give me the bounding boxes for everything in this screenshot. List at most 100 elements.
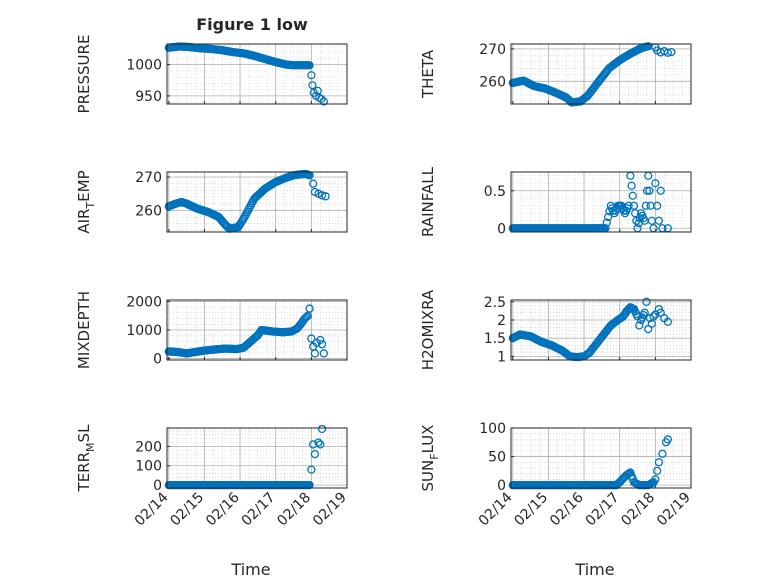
- data-point: [319, 349, 328, 358]
- y-tick-label: 0: [153, 478, 162, 494]
- data-point: [647, 319, 656, 328]
- axes-frame: [166, 43, 348, 105]
- data-point: [316, 335, 325, 345]
- y-tick-label: 100: [479, 421, 506, 437]
- plot-area: [511, 300, 691, 360]
- y-axis-label: AIRTEMP: [75, 170, 97, 233]
- major-grid: [167, 44, 347, 104]
- y-tick-label: 270: [135, 170, 162, 186]
- axes-frame: [510, 299, 692, 361]
- series-markers: [508, 297, 672, 362]
- data-point: [302, 312, 311, 322]
- data-point: [654, 216, 664, 225]
- data-point: [658, 449, 667, 458]
- data-point: [308, 81, 317, 90]
- data-point: [317, 94, 326, 104]
- x-tick-label: 02/15: [167, 490, 207, 530]
- data-point: [652, 201, 662, 210]
- data-point: [317, 191, 327, 200]
- y-tick-label: 200: [135, 439, 162, 455]
- y-tick-label: 0: [497, 478, 506, 494]
- series-markers: [164, 169, 330, 233]
- subplot-3: 260 270 AIRTEMP: [75, 169, 348, 234]
- data-point: [640, 308, 649, 317]
- x-tick-label: 02/16: [203, 489, 243, 529]
- x-tick-label: 02/14: [476, 489, 516, 529]
- data-point: [307, 465, 316, 474]
- data-point: [317, 340, 327, 349]
- data-point: [307, 71, 316, 80]
- y-tick-label: 0.5: [484, 184, 506, 200]
- y-tick-label: 270: [479, 42, 506, 58]
- y-axis-label: TERRMSL: [75, 424, 97, 493]
- data-point: [651, 475, 660, 484]
- x-tick-label: 02/16: [547, 489, 587, 529]
- data-point: [602, 218, 611, 227]
- y-tick-label: 260: [479, 74, 506, 90]
- subplot-2: 260 270 THETA: [419, 42, 692, 107]
- series-markers: [164, 42, 328, 106]
- data-point: [317, 424, 327, 434]
- y-axis-label: H2OMIXRA: [419, 289, 437, 370]
- data-point: [641, 201, 651, 210]
- data-point: [321, 192, 330, 201]
- y-tick-label: 2: [497, 313, 506, 329]
- y-tick-label: 0: [153, 352, 162, 368]
- axes-frame: [510, 43, 692, 105]
- data-point: [603, 212, 613, 222]
- y-axis-label: RAINFALL: [419, 166, 437, 237]
- data-point: [631, 209, 640, 218]
- data-point: [624, 201, 633, 210]
- y-tick-label: 1000: [126, 58, 162, 74]
- x-axis-label-left: Time: [230, 560, 270, 579]
- x-axis-label-right: Time: [574, 560, 614, 579]
- data-point: [635, 214, 645, 223]
- series-markers: [164, 304, 328, 358]
- data-point: [656, 186, 665, 195]
- data-point: [642, 186, 652, 195]
- series-markers: [508, 42, 676, 107]
- series-markers: [508, 435, 672, 490]
- y-tick-label: 1.5: [484, 331, 506, 347]
- data-point: [310, 449, 320, 459]
- y-axis-label: SUNFLUX: [419, 425, 441, 492]
- subplot-4: 0 0.5 RAINFALL: [419, 166, 692, 237]
- y-tick-label: 2000: [126, 294, 162, 310]
- y-tick-label: 50: [488, 450, 506, 466]
- data-point: [652, 466, 662, 476]
- data-point: [663, 48, 672, 57]
- axes-frame: [510, 171, 692, 233]
- y-tick-label: 100: [135, 459, 162, 475]
- data-point: [642, 297, 651, 306]
- data-point: [305, 61, 314, 70]
- x-tick-label: 02/19: [654, 490, 694, 530]
- data-point: [310, 349, 320, 358]
- data-point: [635, 321, 644, 330]
- data-point: [628, 191, 637, 200]
- y-tick-label: 950: [135, 89, 162, 105]
- y-tick-label: 1: [497, 349, 506, 365]
- y-tick-label: 2.5: [484, 295, 506, 311]
- subplot-5: 0 1000 2000 MIXDEPTH: [75, 291, 348, 369]
- axes-frame: [166, 299, 348, 361]
- data-point: [301, 313, 310, 323]
- series-markers: [164, 424, 327, 490]
- data-point: [663, 317, 672, 326]
- data-point: [314, 438, 323, 447]
- figure-title: Figure 1 low: [196, 15, 308, 34]
- y-axis-label: MIXDEPTH: [75, 291, 93, 369]
- data-point: [316, 440, 325, 449]
- axes-frame: [510, 427, 692, 489]
- data-point: [307, 334, 316, 343]
- data-point: [305, 304, 314, 313]
- x-tick-label: 02/15: [511, 490, 551, 530]
- data-point: [645, 186, 654, 195]
- plot-area: [511, 428, 691, 488]
- data-point: [667, 47, 676, 57]
- axes-frame: [166, 171, 348, 233]
- data-point: [651, 179, 660, 188]
